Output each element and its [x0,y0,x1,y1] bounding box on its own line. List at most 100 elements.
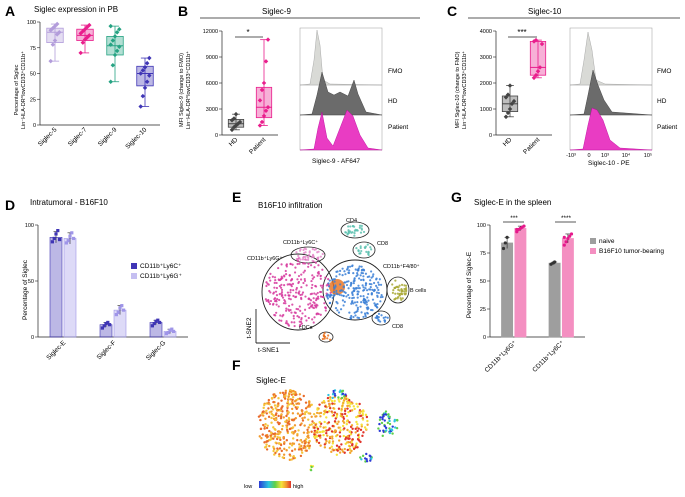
tsne-dot [363,288,366,292]
tsne-dot [303,279,307,282]
tsne-dot [375,278,378,281]
tsne-dot [372,273,375,276]
heatmap-dot [301,419,305,422]
heatmap-dot [331,393,335,396]
heatmap-dot [366,419,369,423]
panel-a-y-tick-label: 100 [27,20,36,26]
heatmap-dot [280,449,283,453]
panel-d-point [158,320,162,325]
tsne-dot [311,318,314,321]
panel-c-chart: 0 1000 2000 3000 4000 HD Patient [480,29,552,156]
heatmap-dot [318,430,322,434]
panel-b-point [259,87,265,93]
tsne-dot [326,297,330,300]
heatmap-dot [388,419,391,423]
tsne-dot [297,259,300,263]
panel-a-point [108,23,113,29]
heatmap-dot [381,416,384,419]
tsne-dot [313,266,316,269]
heatmap-dot [381,417,384,421]
tsne-label-y: t-SNE2 [246,317,253,338]
heatmap-dot [388,422,392,426]
tsne-dot [391,283,394,286]
heatmap-dot [307,412,310,415]
tsne-dot [324,276,327,279]
heatmap-dot [285,426,289,429]
heatmap-dot [348,448,352,451]
heatmap-dot [261,433,264,436]
tsne-dot [323,332,326,335]
panel-d-y-tick-label: 0 [31,335,34,341]
panel-letter-e: E [232,189,241,205]
heatmap-dot [303,416,306,419]
heatmap-dot [277,397,280,400]
heatmap-dot [383,419,386,422]
heatmap-dot [266,435,269,438]
tsne-dot [353,301,357,304]
panel-d-point [170,327,174,331]
panel-g-point [503,241,507,245]
panel-d-point [114,313,118,317]
tsne-dot [277,278,280,281]
heatmap-dot [267,402,270,405]
panel-a-y-tick-label: 75 [30,46,36,52]
tsne-dot [397,296,400,299]
heatmap-dot [287,397,290,400]
panel-a-point [140,68,146,73]
heatmap-dot [337,447,341,451]
heatmap-dot [360,458,363,461]
panel-b-hist-row-patient: Patient [388,124,408,131]
colorscale-high: high [293,484,303,490]
tsne-dot [319,277,322,280]
tsne-dot [369,308,373,312]
tsne-dot [285,320,288,323]
heatmap-dot [341,404,344,407]
heatmap-dot [338,451,342,454]
panel-d-point [68,234,72,238]
heatmap-dot [314,435,318,438]
tsne-dot [306,255,309,258]
tsne-dot [298,305,301,308]
heatmap-dot [275,416,278,420]
panel-a-point [108,42,113,47]
tsne-dot [302,256,305,259]
tsne-dot [321,286,324,289]
heatmap-dot [308,423,312,427]
tsne-dot [356,308,359,311]
heatmap-dot [331,442,335,445]
panel-d-point [118,306,122,310]
heatmap-dot [360,423,363,426]
heatmap-dot [275,409,279,412]
panel-letter-g: G [451,189,462,205]
tsne-dot [300,296,303,300]
tsne-dot [290,285,293,288]
heatmap-dot [319,425,322,428]
panel-g-point [501,246,506,251]
panel-g-point [522,224,526,228]
tsne-dot [315,293,318,296]
panel-d-point [102,324,106,328]
tsne-dot [332,278,335,281]
tsne-dot [304,295,307,298]
heatmap-dot [340,390,344,393]
heatmap-dot [285,414,288,418]
panel-c-point [505,92,511,97]
tsne-dot [366,306,369,309]
panel-d-point [72,236,76,241]
tsne-dot [358,277,361,280]
tsne-dot [348,296,351,300]
tsne-dot [268,289,271,293]
heatmap-dot [343,427,346,430]
heatmap-dot [262,406,265,410]
heatmap-dot [359,428,363,432]
heatmap-dot [341,450,345,453]
tsne-dot [345,268,349,271]
heatmap-dot [356,405,359,408]
heatmap-dot [331,396,334,400]
panel-g-point [564,240,568,244]
tsne-dot [346,265,350,268]
panel-d-point [66,239,70,243]
tsne-dot [300,316,303,320]
heatmap-dot [284,391,287,394]
heatmap-dot [378,418,382,422]
